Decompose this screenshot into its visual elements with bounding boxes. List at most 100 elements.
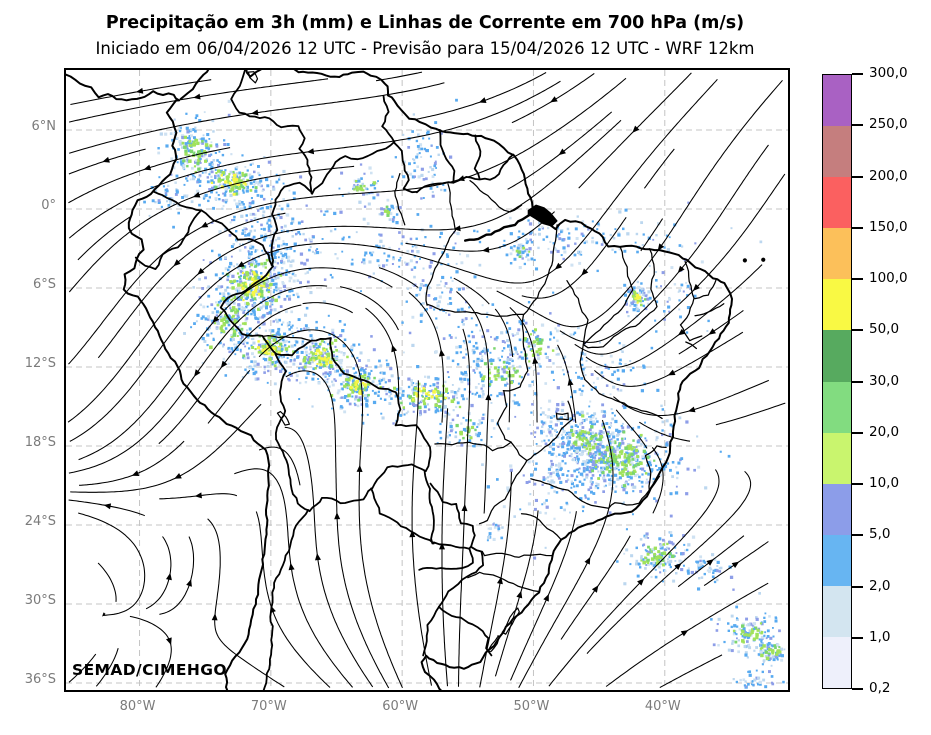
streamline-arrow (550, 96, 558, 103)
colorbar-tick-label: 30,0 (869, 372, 900, 389)
colorbar-tick-label: 150,0 (869, 218, 908, 235)
streamline-arrow (174, 473, 182, 479)
streamline-arrow (591, 585, 599, 593)
state-border (425, 241, 449, 306)
streamline-arrow (558, 148, 566, 156)
streamline (659, 654, 723, 689)
state-border (481, 550, 553, 558)
streamline-arrow (554, 262, 563, 270)
streamline-arrow (439, 349, 445, 357)
streamline-arrow (131, 470, 140, 476)
streamline-arrow (409, 530, 416, 538)
streamline-arrow (288, 562, 295, 571)
streamline-arrow (485, 393, 492, 401)
streamline-arrow (581, 268, 589, 276)
state-border (522, 224, 558, 316)
watermark: SEMAD/CIMEHGO (72, 661, 227, 679)
streamline (511, 72, 595, 124)
coastline (293, 70, 733, 690)
colorbar-segment (823, 75, 851, 127)
state-border (394, 172, 406, 226)
streamline-arrow (315, 553, 321, 561)
country-border (423, 470, 435, 545)
streamline-arrow (584, 557, 591, 565)
colorbar (822, 74, 852, 689)
streamline-arrow (270, 605, 276, 614)
streamline-arrow (173, 259, 181, 267)
country-border (418, 541, 474, 571)
map-plot-area (66, 70, 788, 690)
streamline-arrow (212, 315, 220, 324)
colorbar-segment (823, 483, 851, 535)
streamline (378, 267, 419, 288)
country-border (275, 438, 310, 512)
island-dot (761, 257, 766, 262)
streamline-arrow (497, 576, 503, 585)
map-canvas: SEMAD/CIMEHGO (64, 68, 790, 692)
colorbar-tick-label: 300,0 (869, 65, 908, 81)
state-border (555, 412, 569, 421)
streamline (97, 562, 117, 602)
country-border (274, 353, 287, 441)
streamline (643, 148, 675, 189)
colorbar-tick (852, 175, 863, 178)
streamline-arrow (197, 267, 205, 275)
streamline-arrow (143, 164, 152, 171)
lake-outline (486, 635, 500, 653)
streamline-arrow (211, 613, 218, 621)
lake-outline (276, 410, 290, 426)
state-border (694, 278, 718, 300)
coastline (245, 70, 262, 78)
colorbar-tick (852, 431, 863, 434)
streamline (79, 440, 185, 486)
lat-tick-label: 6°S (32, 277, 56, 293)
streamline (67, 119, 622, 423)
country-border (230, 70, 313, 195)
streamline (258, 446, 301, 486)
colorbar-segment (823, 279, 851, 331)
country-border (308, 487, 373, 513)
lon-tick-label: 70°W (250, 699, 287, 714)
colorbar-tick (852, 585, 863, 588)
colorbar-segment (823, 330, 851, 382)
state-border (566, 279, 589, 380)
streamline (651, 446, 664, 514)
state-border (496, 389, 512, 443)
colorbar-tick (852, 73, 863, 75)
country-border (311, 141, 396, 195)
streamline (234, 468, 354, 688)
streamline (639, 421, 691, 442)
colorbar-tick (852, 534, 863, 537)
state-border (530, 475, 661, 509)
lon-tick-label: 40°W (644, 699, 681, 714)
amazon-delta (527, 204, 558, 227)
streamline (615, 409, 648, 449)
streamline-arrow (657, 243, 665, 251)
streamline (78, 512, 146, 617)
country-border (392, 141, 418, 194)
streamline (95, 648, 119, 687)
lat-tick-label: 36°S (24, 672, 56, 688)
streamline (456, 291, 490, 514)
state-border (469, 179, 523, 213)
streamline-arrow (186, 579, 192, 587)
colorbar-tick (852, 278, 863, 280)
streamline-arrow (708, 328, 716, 335)
state-border (467, 571, 540, 593)
state-border (694, 303, 725, 317)
lat-tick-label: 6°N (31, 119, 57, 135)
streamline-arrow (674, 563, 682, 570)
streamline (557, 344, 577, 423)
streamline (69, 78, 718, 442)
streamline (548, 469, 720, 687)
colorbar-tick-label: 5,0 (869, 526, 891, 543)
streamline (453, 277, 490, 305)
country-border (422, 546, 484, 657)
state-border (262, 334, 313, 342)
streamline-arrow (453, 225, 461, 232)
colorbar-segment (823, 534, 851, 586)
streamline (715, 402, 786, 426)
streamline-arrow (461, 504, 468, 512)
streamline-arrow (237, 261, 245, 268)
lat-tick-label: 12°S (24, 356, 56, 372)
